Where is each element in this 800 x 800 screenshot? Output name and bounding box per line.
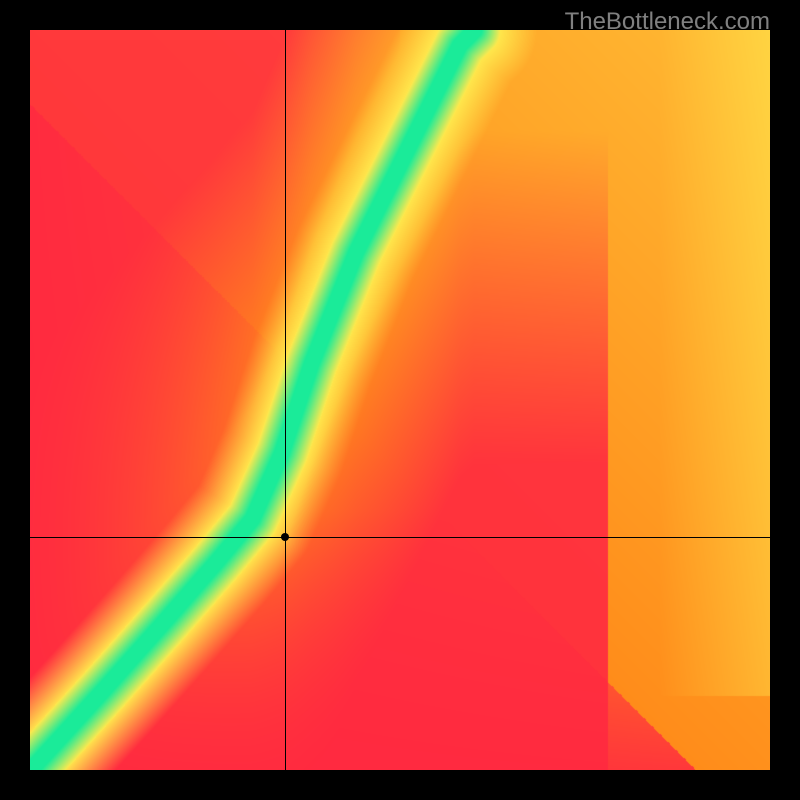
watermark-text: TheBottleneck.com — [565, 8, 770, 36]
crosshair-vertical — [285, 30, 286, 770]
heatmap-plot — [30, 30, 770, 770]
heatmap-canvas — [30, 30, 770, 770]
crosshair-horizontal — [30, 537, 770, 538]
crosshair-dot — [281, 533, 289, 541]
